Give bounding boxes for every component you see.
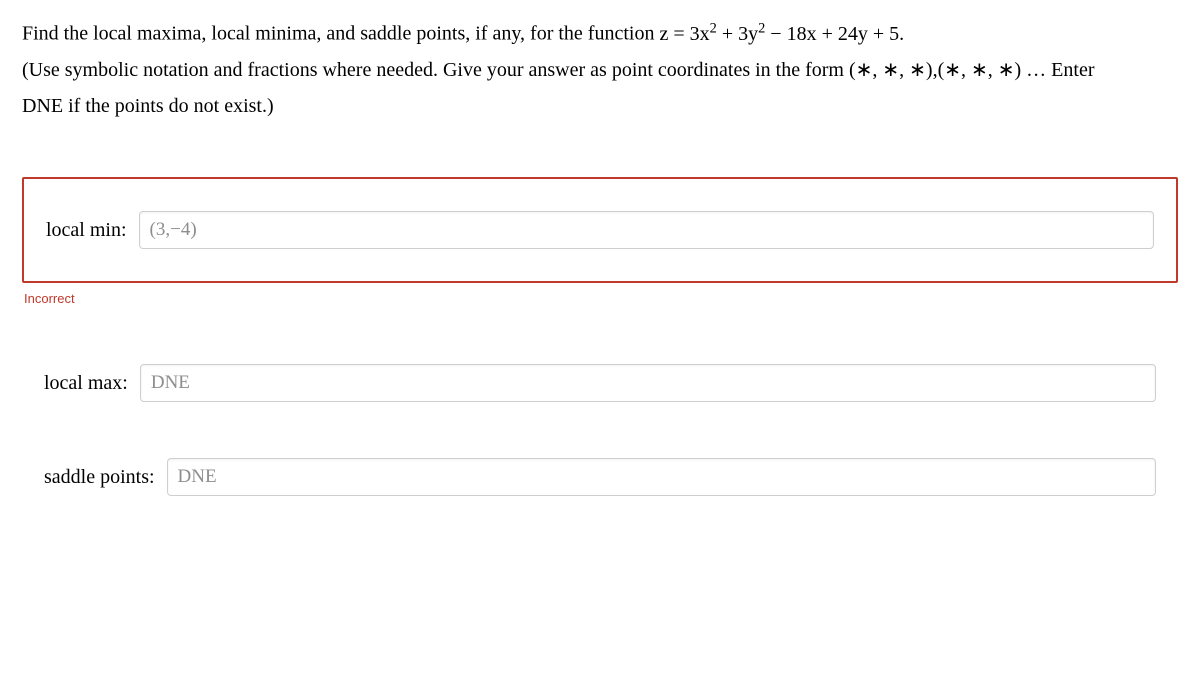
q-expression: z = 3x2 + 3y2 − 18x + 24y + 5. [659, 23, 904, 45]
question-line-1: Find the local maxima, local minima, and… [22, 18, 1178, 49]
local-max-label: local max: [44, 368, 128, 398]
question-line-2b: DNE if the points do not exist.) [22, 91, 1178, 121]
saddle-row: saddle points: [22, 458, 1178, 496]
local-min-label: local min: [46, 215, 127, 245]
q-text-pre: Find the local maxima, local minima, and… [22, 23, 659, 45]
local-min-input[interactable] [139, 211, 1154, 249]
local-min-feedback: Incorrect [22, 289, 1178, 309]
saddle-label: saddle points: [44, 462, 155, 492]
saddle-input[interactable] [167, 458, 1156, 496]
question-line-2a: (Use symbolic notation and fractions whe… [22, 55, 1178, 85]
local-max-input[interactable] [140, 364, 1156, 402]
local-min-block: local min: [22, 177, 1178, 283]
local-max-row: local max: [22, 364, 1178, 402]
